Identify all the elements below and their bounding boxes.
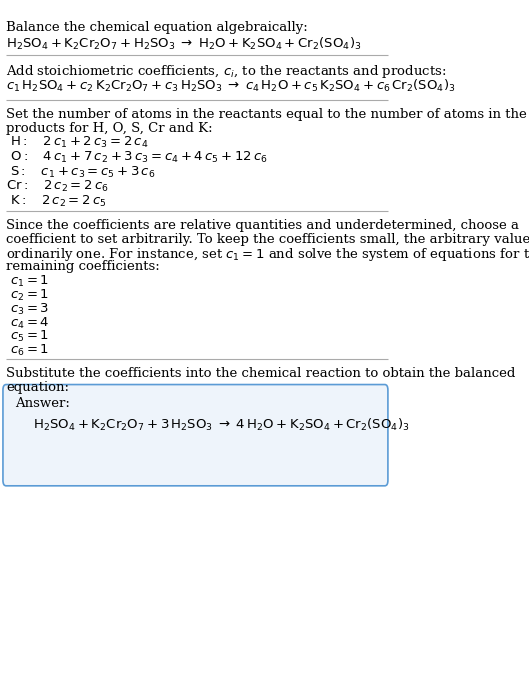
Text: ordinarily one. For instance, set $c_1 = 1$ and solve the system of equations fo: ordinarily one. For instance, set $c_1 =… — [6, 247, 529, 263]
Text: $c_5 = 1$: $c_5 = 1$ — [10, 329, 49, 344]
Text: $c_6 = 1$: $c_6 = 1$ — [10, 343, 49, 358]
Text: $c_1\,\mathrm{H_2SO_4} + c_2\,\mathrm{K_2Cr_2O_7} + c_3\,\mathrm{H_2SO_3} \;\rig: $c_1\,\mathrm{H_2SO_4} + c_2\,\mathrm{K_… — [6, 78, 455, 94]
Text: $c_4 = 4$: $c_4 = 4$ — [10, 315, 49, 330]
Text: $\mathrm{H_2SO_4 + K_2Cr_2O_7 + 3\,H_2SO_3 \;\rightarrow\; 4\,H_2O + K_2SO_4 + C: $\mathrm{H_2SO_4 + K_2Cr_2O_7 + 3\,H_2SO… — [33, 418, 409, 433]
Text: products for H, O, S, Cr and K:: products for H, O, S, Cr and K: — [6, 122, 213, 135]
FancyBboxPatch shape — [3, 385, 388, 486]
Text: Balance the chemical equation algebraically:: Balance the chemical equation algebraica… — [6, 21, 308, 34]
Text: coefficient to set arbitrarily. To keep the coefficients small, the arbitrary va: coefficient to set arbitrarily. To keep … — [6, 233, 529, 246]
Text: $\mathrm{H_2SO_4 + K_2Cr_2O_7 + H_2SO_3 \;\rightarrow\; H_2O + K_2SO_4 + Cr_2(SO: $\mathrm{H_2SO_4 + K_2Cr_2O_7 + H_2SO_3 … — [6, 36, 361, 52]
Text: $\mathrm{O{:}}\quad 4\,c_1 + 7\,c_2 + 3\,c_3 = c_4 + 4\,c_5 + 12\,c_6$: $\mathrm{O{:}}\quad 4\,c_1 + 7\,c_2 + 3\… — [10, 150, 268, 165]
Text: Set the number of atoms in the reactants equal to the number of atoms in the: Set the number of atoms in the reactants… — [6, 108, 527, 121]
Text: Answer:: Answer: — [15, 397, 70, 410]
Text: $\mathrm{Cr{:}}\quad 2\,c_2 = 2\,c_6$: $\mathrm{Cr{:}}\quad 2\,c_2 = 2\,c_6$ — [6, 179, 109, 194]
Text: equation:: equation: — [6, 381, 69, 394]
Text: $\mathrm{S{:}}\quad c_1 + c_3 = c_5 + 3\,c_6$: $\mathrm{S{:}}\quad c_1 + c_3 = c_5 + 3\… — [10, 165, 156, 180]
Text: $c_2 = 1$: $c_2 = 1$ — [10, 288, 49, 303]
Text: Since the coefficients are relative quantities and underdetermined, choose a: Since the coefficients are relative quan… — [6, 219, 519, 232]
Text: $c_3 = 3$: $c_3 = 3$ — [10, 302, 49, 317]
Text: $c_1 = 1$: $c_1 = 1$ — [10, 274, 49, 289]
Text: Substitute the coefficients into the chemical reaction to obtain the balanced: Substitute the coefficients into the che… — [6, 368, 515, 381]
Text: Add stoichiometric coefficients, $c_i$, to the reactants and products:: Add stoichiometric coefficients, $c_i$, … — [6, 63, 446, 80]
Text: remaining coefficients:: remaining coefficients: — [6, 260, 160, 273]
Text: $\mathrm{K{:}}\quad 2\,c_2 = 2\,c_5$: $\mathrm{K{:}}\quad 2\,c_2 = 2\,c_5$ — [10, 194, 106, 209]
Text: $\mathrm{H{:}}\quad 2\,c_1 + 2\,c_3 = 2\,c_4$: $\mathrm{H{:}}\quad 2\,c_1 + 2\,c_3 = 2\… — [10, 135, 149, 150]
